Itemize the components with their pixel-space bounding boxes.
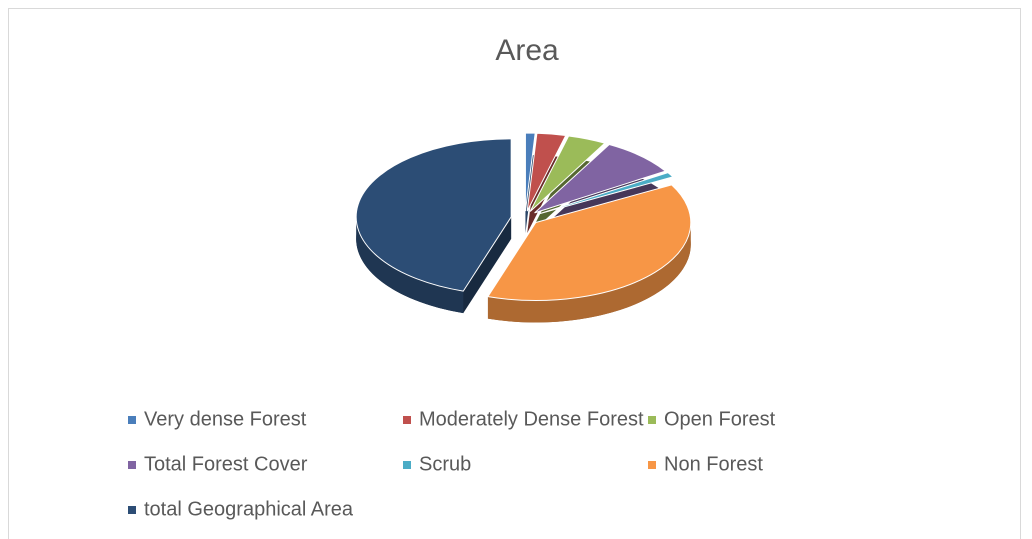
slice-side [356,216,464,314]
slice [534,143,667,214]
legend-label: Moderately Dense Forest [419,408,644,430]
legend-swatch [648,461,656,469]
legend-swatch [403,461,411,469]
legend-swatch [128,416,136,424]
slice [536,172,674,215]
chart-title: Area [495,34,559,67]
slice [526,132,567,212]
legend-label: total Geographical Area [144,498,354,520]
legend-label: Open Forest [664,408,776,430]
legend-swatch [128,506,136,514]
legend-label: Total Forest Cover [144,453,308,475]
slice-side [487,222,691,323]
legend-swatch [403,416,411,424]
legend-label: Very dense Forest [144,408,307,430]
legend-label: Scrub [419,453,471,475]
slice [524,132,536,212]
legend-swatch [648,416,656,424]
slice [529,135,606,212]
legend-label: Non Forest [664,453,763,475]
slice [355,138,512,292]
legend-swatch [128,461,136,469]
slice [487,184,692,301]
